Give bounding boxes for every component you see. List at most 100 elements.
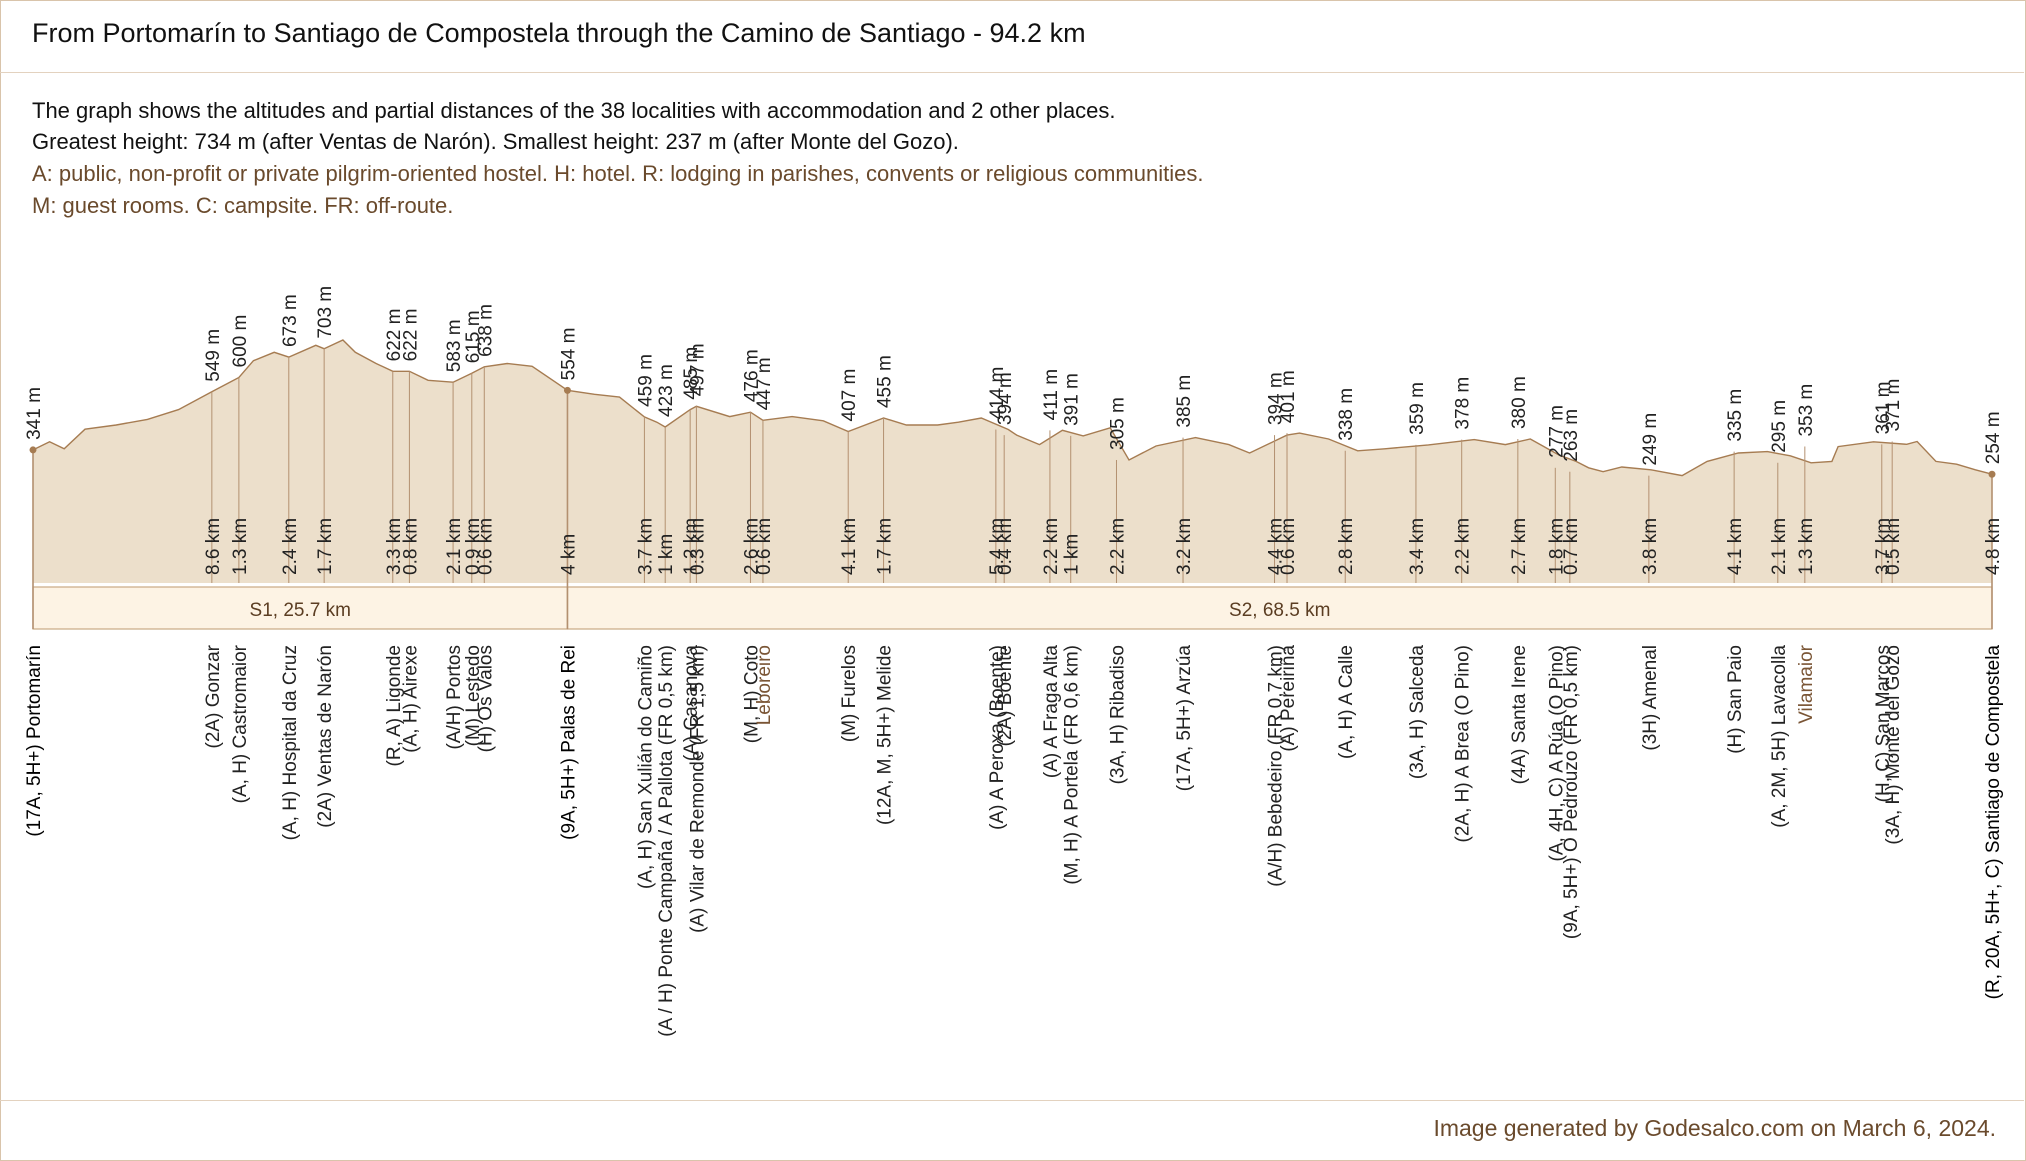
distance-label: 3.8 km [1640,518,1661,575]
place-name: (H) San Paio [1725,645,1746,754]
legend-line-2: M: guest rooms. C: campsite. FR: off-rou… [32,193,454,218]
plot-area: S1, 25.7 km S2, 68.5 km 341 m (17A, 5H+) Po… [24,286,2004,1037]
altitude-label: 476 m [741,349,762,402]
altitude-label: 703 m [315,286,336,339]
distance-label: 0.5 km [1883,518,1904,575]
altitude-label: 414 m [987,367,1008,420]
altitude-label: 411 m [1041,369,1062,420]
altitude-label: 295 m [1769,400,1790,453]
place-name: (A) Vilar de Remonde (FR 1,5 km) [687,645,708,933]
altitude-label: 263 m [1561,409,1582,462]
place-name: (M, H) Coto [741,645,762,743]
distance-label: 3.7 km [1873,518,1894,575]
altitude-label: 380 m [1509,376,1530,429]
distance-label: 0.7 km [1561,518,1582,575]
place-name: (4A) Santa Irene [1509,645,1530,784]
title-separator [0,72,2024,73]
altitude-label: 423 m [656,364,677,417]
distance-label: 4.1 km [839,518,860,575]
place-name: (A, H) Castromaior [230,644,251,803]
distance-label: 3.4 km [1407,518,1428,575]
altitude-label: 385 m [1174,375,1195,428]
distance-label: 2.1 km [444,518,465,575]
altitude-label: 401 m [1278,370,1299,423]
stage-band-1 [32,586,569,630]
place-name: (3H) Amenal [1640,645,1661,751]
distance-label: 4.4 km [1266,518,1287,575]
distance-label: 2.1 km [1769,518,1790,575]
altitude-label: 447 m [754,357,775,410]
place-name: Vilamaior [1796,644,1817,724]
altitude-label: 459 m [635,354,656,407]
place-name: (9A, 5H+) O Pedrouzo (FR 0,5 km) [1561,645,1582,939]
altitude-label: 600 m [230,315,251,368]
place-name: (A) Casanova [681,645,702,762]
place-name: (A) A Fraga Alta [1041,645,1062,778]
altitude-label: 254 m [1983,411,2004,464]
stage-label-1: S1, 25.7 km [250,600,351,621]
distance-label: 4.1 km [1725,518,1746,575]
place-name: (A) A Peroxa (Boente) [987,645,1008,830]
altitude-label: 615 m [463,310,484,363]
distance-label: 3.2 km [1174,518,1195,575]
distance-label: 1.2 km [681,518,702,575]
distance-label: 1 km [656,534,677,575]
altitude-label: 497 m [687,343,708,396]
place-name: (H, C) San Marcos [1873,645,1894,802]
distance-label: 2.2 km [1107,518,1128,575]
place-name: (12A, M, 5H+) Melide [875,645,896,825]
altitude-label: 305 m [1107,397,1128,450]
place-name: (R, A) Ligonde [384,645,405,766]
place-name: (A) Pereiriña [1278,645,1299,752]
place-name: (A, 4H, C) A Rúa (O Pino) [1546,645,1567,861]
altitude-label: 335 m [1725,389,1746,442]
altitude-label: 391 m [1062,373,1083,426]
altitude-label: 361 m [1873,382,1894,435]
place-name: (3A, H) Ribadiso [1107,645,1128,784]
elevation-line [32,339,1993,477]
distance-label: 5.4 km [987,518,1008,575]
altitude-label: 353 m [1796,384,1817,437]
distance-label: 2.4 km [280,518,301,575]
place-name: (17A, 5H+) Arzúa [1174,645,1195,792]
distance-label: 1.7 km [315,518,336,575]
place-name: (A/H) Bebedeiro (FR 0,7 km) [1266,645,1287,887]
footer-separator [0,1100,2024,1101]
distance-label: 0.4 km [995,518,1016,575]
altitude-label: 359 m [1407,382,1428,435]
altitude-label: 394 m [1266,372,1287,425]
place-name: (M, H) A Portela (FR 0,6 km) [1062,645,1083,885]
description-line-1: The graph shows the altitudes and partia… [32,98,1116,123]
legend-line-1: A: public, non-profit or private pilgrim… [32,161,1204,186]
distance-label: 0.9 km [463,518,484,575]
place-name: (A, H) A Calle [1336,645,1357,759]
distance-label: 1 km [1062,534,1083,575]
place-name: (M) Furelos [839,645,860,742]
altitude-label: 554 m [558,328,579,381]
altitude-label: 394 m [995,372,1016,425]
place-name: (A, H) Hospital da Cruz [280,645,301,840]
description-line-2: Greatest height: 734 m (after Ventas de … [32,129,959,154]
distance-label: 0.3 km [687,518,708,575]
altitude-label: 455 m [875,355,896,408]
place-name: (3A, H) Salceda [1407,645,1428,780]
elevation-area [33,340,1992,583]
place-name: (9A, 5H+) Palas de Rei [558,645,579,840]
altitude-label: 249 m [1640,413,1661,466]
place-name: (A, H) Airexe [400,645,421,753]
altitude-label: 371 m [1883,379,1904,432]
altitude-label: 341 m [24,387,45,440]
altitude-label: 485 m [681,347,702,400]
distance-label: 2.6 km [741,518,762,575]
altitude-label: 338 m [1336,388,1357,441]
altitude-label: 277 m [1546,405,1567,458]
stage-label-2: S2, 68.5 km [1229,600,1330,621]
distance-label: 2.2 km [1453,518,1474,575]
altitude-label: 549 m [203,329,224,382]
place-name: (2A) Ventas de Narón [315,645,336,828]
altitude-label: 583 m [444,319,465,372]
place-name: (A, 2M, 5H) Lavacolla [1769,645,1790,828]
place-name: (2A, H) A Brea (O Pino) [1453,645,1474,842]
elevation-profile-chart: S1, 25.7 km S2, 68.5 km 341 m (17A, 5H+) Po… [24,286,2004,1037]
place-name: (M) Lestedo [463,645,484,746]
